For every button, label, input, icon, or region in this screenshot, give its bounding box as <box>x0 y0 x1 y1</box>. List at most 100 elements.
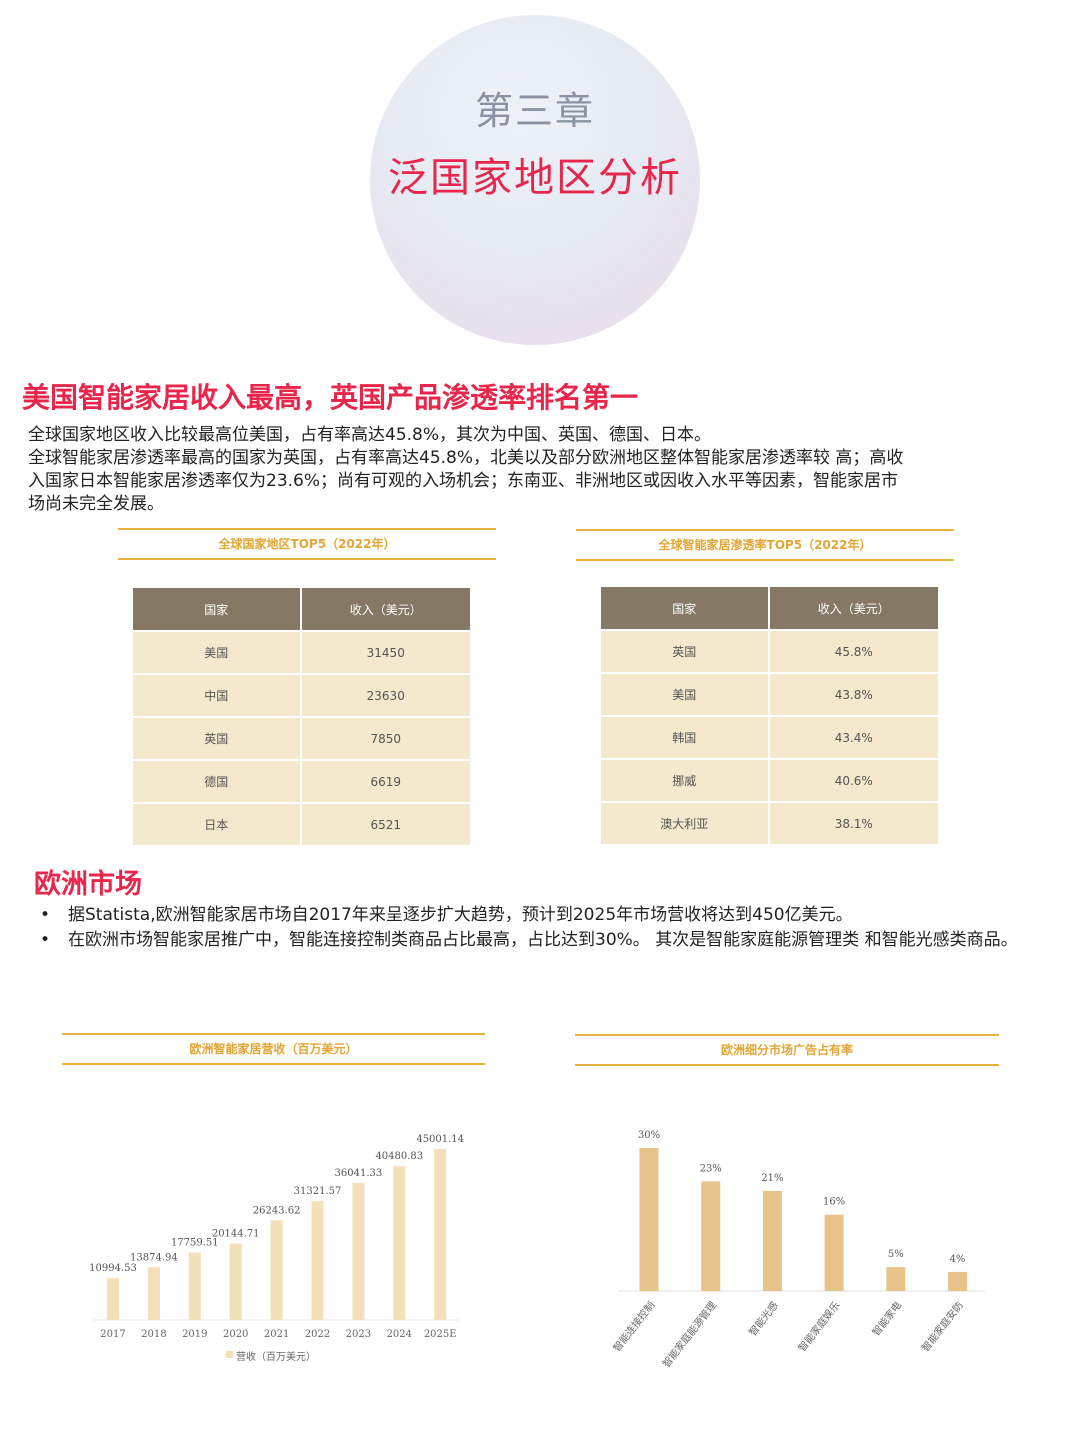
table-cell: 英国 <box>133 716 302 759</box>
list-item: • 在欧洲市场智能家居推广中，智能连接控制类商品占比最高，占比达到30%。 其次… <box>40 929 1020 952</box>
tick-label: 2020 <box>223 1329 248 1340</box>
table-row: 澳大利亚 38.1% <box>601 801 938 844</box>
chapter-number: 第三章 <box>474 89 595 133</box>
tick-label: 2025E <box>424 1329 457 1340</box>
table-header-revenue: 收入（美元） <box>769 587 938 629</box>
bar <box>270 1220 283 1320</box>
table-cell: 40.6% <box>769 758 938 801</box>
table-row: 英国 7850 <box>133 716 470 759</box>
tick-label: 2021 <box>264 1329 289 1340</box>
section-heading-us-uk: 美国智能家居收入最高，英国产品渗透率排名第一 <box>22 381 639 414</box>
data-label: 13874.94 <box>130 1252 178 1263</box>
table-header-country: 国家 <box>133 588 302 630</box>
bar <box>229 1243 242 1320</box>
table-row: 美国 43.8% <box>601 672 938 715</box>
bar <box>824 1214 844 1291</box>
chapter-title: 泛国家地区分析 <box>388 155 682 201</box>
table-row: 中国 23630 <box>133 673 470 716</box>
table-cell: 43.4% <box>769 715 938 758</box>
tick-label: 智能家庭安防 <box>919 1299 966 1354</box>
bar <box>188 1252 201 1320</box>
table-cell: 日本 <box>133 802 302 845</box>
table-row: 美国 31450 <box>133 630 470 673</box>
table-cell: 43.8% <box>769 672 938 715</box>
tick-label: 2018 <box>141 1329 166 1340</box>
tick-label: 2019 <box>182 1329 207 1340</box>
table-cell: 45.8% <box>769 629 938 672</box>
data-label: 30% <box>638 1130 660 1141</box>
bullet-text: 在欧洲市场智能家居推广中，智能连接控制类商品占比最高，占比达到30%。 其次是智… <box>68 930 1018 950</box>
paragraph-line: 全球国家地区收入比较最高位美国，占有率高达45.8%，其次为中国、英国、德国、日… <box>28 425 712 445</box>
tick-label: 智能家庭娱乐 <box>795 1299 842 1354</box>
bullet-icon: • <box>40 905 51 925</box>
data-label: 45001.14 <box>416 1134 464 1145</box>
table-cell: 7850 <box>301 716 470 759</box>
bar <box>762 1190 782 1291</box>
data-label: 20144.71 <box>212 1228 260 1239</box>
data-label: 36041.33 <box>335 1168 383 1179</box>
data-label: 5% <box>888 1249 904 1260</box>
table-header-revenue: 收入（美元） <box>301 588 470 630</box>
table-row: 英国 45.8% <box>601 629 938 672</box>
data-label: 16% <box>823 1197 845 1208</box>
bar <box>311 1200 324 1320</box>
table-header-row: 国家 收入（美元） <box>133 588 470 630</box>
bar <box>107 1278 119 1320</box>
table-cell: 31450 <box>301 630 470 673</box>
data-label: 17759.51 <box>171 1238 219 1249</box>
bar <box>352 1183 365 1320</box>
bar <box>886 1267 906 1291</box>
tick-label: 智能家电 <box>869 1299 904 1339</box>
bar <box>639 1148 659 1291</box>
table-cell: 英国 <box>601 629 770 672</box>
paragraph-line: 场尚未完全发展。 <box>28 494 164 514</box>
table-cell: 6521 <box>301 802 470 845</box>
paragraph-line: 入国家日本智能家居渗透率仅为23.6%；尚有可观的入场机会；东南亚、非洲地区或因… <box>28 471 899 491</box>
share-chart-caption: 欧洲细分市场广告占有率 <box>575 1034 999 1066</box>
tick-label: 智能连接控制 <box>610 1299 657 1354</box>
table-cell: 美国 <box>601 672 770 715</box>
table-cell: 6619 <box>301 759 470 802</box>
legend-swatch <box>226 1351 233 1358</box>
tick-label: 智能家庭能源管理 <box>660 1299 719 1370</box>
revenue-table-caption: 全球国家地区TOP5（2022年） <box>118 528 496 560</box>
revenue-table: 国家 收入（美元） 美国 31450 中国 23630 英国 7850 德国 6619 … <box>133 588 470 845</box>
paragraph-line: 全球智能家居渗透率最高的国家为英国，占有率高达45.8%，北美以及部分欧洲地区整… <box>28 448 904 468</box>
bullet-text: 据Statista,欧洲智能家居市场自2017年来呈逐步扩大趋势，预计到2025… <box>68 905 853 925</box>
bar <box>434 1148 447 1320</box>
section-heading-europe: 欧洲市场 <box>34 869 142 900</box>
tick-label: 2022 <box>305 1329 330 1340</box>
revenue-chart-caption: 欧洲智能家居营收（百万美元） <box>62 1033 485 1065</box>
bar <box>948 1271 967 1291</box>
bar <box>147 1267 160 1320</box>
data-label: 10994.53 <box>89 1263 137 1274</box>
tick-label: 2023 <box>346 1329 371 1340</box>
data-label: 23% <box>700 1163 722 1174</box>
table-cell: 美国 <box>133 630 302 673</box>
table-cell: 韩国 <box>601 715 770 758</box>
table-cell: 23630 <box>301 673 470 716</box>
table-cell: 德国 <box>133 759 302 802</box>
table-cell: 挪威 <box>601 758 770 801</box>
table-cell: 澳大利亚 <box>601 801 770 844</box>
table-header-row: 国家 收入（美元） <box>601 587 938 629</box>
data-label: 40480.83 <box>375 1151 423 1162</box>
bar <box>393 1166 406 1320</box>
data-label: 31321.57 <box>294 1186 342 1197</box>
table-row: 德国 6619 <box>133 759 470 802</box>
penetration-table: 国家 收入（美元） 英国 45.8% 美国 43.8% 韩国 43.4% 挪威 40.6… <box>601 587 938 844</box>
tick-label: 2017 <box>100 1329 125 1340</box>
bullet-list: • 据Statista,欧洲智能家居市场自2017年来呈逐步扩大趋势，预计到20… <box>40 904 1020 954</box>
legend-label: 营收（百万美元） <box>236 1350 316 1363</box>
list-item: • 据Statista,欧洲智能家居市场自2017年来呈逐步扩大趋势，预计到20… <box>40 904 1020 927</box>
tick-label: 2024 <box>387 1329 412 1340</box>
table-row: 韩国 43.4% <box>601 715 938 758</box>
bullet-icon: • <box>40 930 51 950</box>
data-label: 26243.62 <box>253 1205 301 1216</box>
data-label: 4% <box>950 1254 966 1265</box>
table-cell: 38.1% <box>769 801 938 844</box>
table-header-country: 国家 <box>601 587 770 629</box>
bar <box>701 1181 721 1291</box>
